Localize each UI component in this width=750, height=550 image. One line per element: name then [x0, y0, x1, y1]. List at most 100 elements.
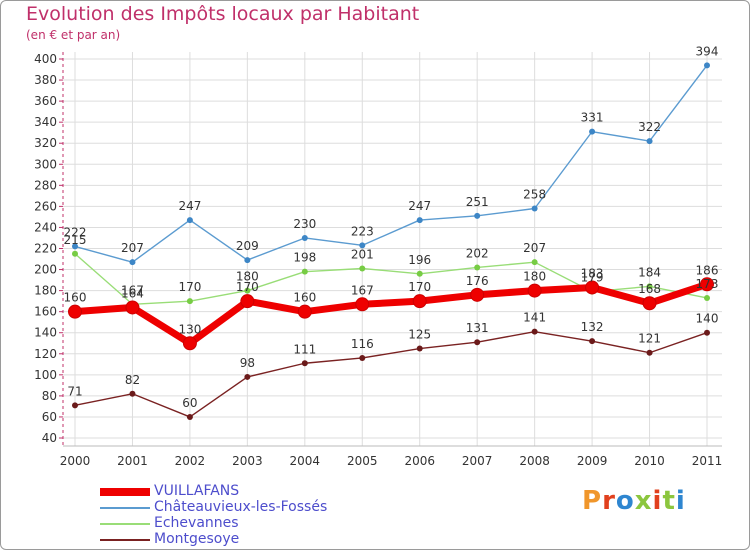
y-tick-label: 100 [34, 368, 57, 382]
data-point-1-2010 [646, 138, 653, 145]
data-point-0-2009 [585, 280, 600, 295]
data-point-3-2000 [72, 402, 78, 409]
legend-label-vuillafans: VUILLAFANS [154, 483, 240, 499]
data-label-3-2004: 111 [293, 342, 316, 356]
data-point-3-2002 [186, 413, 193, 420]
data-label-1-2010: 322 [638, 120, 661, 134]
data-label-2-2006: 196 [408, 253, 431, 267]
data-point-3-2008 [531, 328, 538, 335]
data-point-0-2001 [125, 300, 140, 315]
y-tick-label: 380 [34, 73, 57, 87]
series-layer [68, 62, 714, 420]
y-tick-label: 80 [42, 389, 57, 403]
data-point-3-2006 [416, 345, 423, 352]
x-tick-label: 2005 [347, 454, 378, 468]
grid [63, 52, 722, 446]
data-label-2-2005: 201 [351, 248, 374, 262]
y-tick-label: 280 [34, 178, 57, 192]
data-point-0-2007 [470, 287, 485, 302]
y-tick-label: 400 [34, 52, 57, 66]
series-line-3 [74, 330, 708, 418]
data-label-1-2007: 251 [466, 195, 489, 209]
data-point-2-2002 [186, 298, 193, 305]
data-label-0-2009: 183 [581, 266, 604, 280]
data-label-1-2003: 209 [236, 239, 259, 253]
data-point-1-2006 [416, 217, 423, 224]
data-point-3-2001 [129, 390, 136, 397]
data-point-3-2011 [704, 329, 710, 336]
data-label-1-2008: 258 [523, 187, 546, 201]
data-label-0-2007: 176 [466, 274, 489, 288]
legend-swatch-montgesoye [100, 539, 150, 541]
y-tick-label: 200 [34, 263, 57, 277]
y-tick-label: 160 [34, 305, 57, 319]
chart-title: Evolution des Impôts locaux par Habitant [26, 3, 420, 25]
legend-label-chateauvieux: Châteauvieux-les-Fossés [154, 499, 328, 515]
x-tick-label: 2010 [634, 454, 665, 468]
data-label-0-2008: 180 [523, 270, 546, 284]
x-tick-label: 2004 [290, 454, 321, 468]
y-tick-label: 360 [34, 94, 57, 108]
y-tick-label: 320 [34, 136, 57, 150]
data-label-0-2001: 164 [121, 286, 144, 300]
data-label-1-2004: 230 [293, 217, 316, 231]
data-point-0-2005 [355, 297, 370, 312]
y-tick-label: 60 [42, 410, 57, 424]
data-point-1-2000 [72, 243, 78, 250]
data-point-1-2002 [186, 217, 193, 224]
x-tick-label: 2002 [175, 454, 206, 468]
y-tick-label: 340 [34, 115, 57, 129]
data-point-0-2010 [642, 296, 657, 311]
data-label-0-2003: 170 [236, 280, 259, 294]
x-tick-label: 2006 [404, 454, 435, 468]
logo-letter: t [662, 486, 676, 516]
data-label-2-2010: 184 [638, 265, 661, 279]
data-label-3-2009: 132 [581, 320, 604, 334]
data-point-3-2004 [301, 360, 308, 367]
data-label-2-2009: 179 [581, 271, 604, 285]
x-tick-label: 2000 [60, 454, 91, 468]
data-label-1-2000: 222 [64, 225, 87, 239]
x-tick-label: 2007 [462, 454, 493, 468]
legend-swatch-vuillafans [100, 488, 150, 496]
data-point-2-2011 [704, 294, 710, 301]
data-label-1-2001: 207 [121, 241, 144, 255]
data-point-1-2004 [301, 234, 308, 241]
data-label-2-2001: 167 [121, 283, 144, 297]
data-point-2-2006 [416, 270, 423, 277]
data-point-1-2007 [474, 212, 481, 219]
y-tick-label: 260 [34, 199, 57, 213]
data-point-3-2005 [359, 354, 366, 361]
x-tick-label: 2009 [577, 454, 608, 468]
data-label-0-2010: 168 [638, 282, 661, 296]
data-label-3-2002: 60 [182, 396, 197, 410]
logo-letter: i [675, 486, 686, 516]
data-point-2-2010 [646, 283, 653, 290]
y-tick-label: 180 [34, 284, 57, 298]
data-label-2-2011: 173 [696, 277, 719, 291]
logo-letter: r [602, 486, 616, 516]
data-point-1-2009 [589, 128, 596, 135]
data-label-2-2002: 170 [178, 280, 201, 294]
legend-label-echevannes: Echevannes [154, 515, 239, 531]
data-label-3-2006: 125 [408, 328, 431, 342]
data-point-2-2008 [531, 259, 538, 266]
data-point-3-2003 [244, 373, 251, 380]
data-point-0-2011 [700, 277, 714, 292]
y-tick-label: 40 [42, 431, 57, 445]
data-point-0-2000 [68, 304, 82, 319]
legend-label-montgesoye: Montgesoye [154, 531, 240, 547]
logo-letter: o [615, 486, 635, 516]
data-label-3-2008: 141 [523, 311, 546, 325]
data-label-1-2005: 223 [351, 224, 374, 238]
data-point-3-2010 [646, 349, 653, 356]
x-tick-label: 2011 [692, 454, 723, 468]
data-point-1-2001 [129, 259, 136, 266]
data-label-3-2010: 121 [638, 332, 661, 346]
series-line-1 [74, 64, 708, 263]
chart-subtitle: (en € et par an) [26, 28, 121, 42]
x-tick-label: 2001 [117, 454, 148, 468]
data-point-0-2006 [412, 294, 427, 309]
data-point-0-2004 [297, 304, 312, 319]
